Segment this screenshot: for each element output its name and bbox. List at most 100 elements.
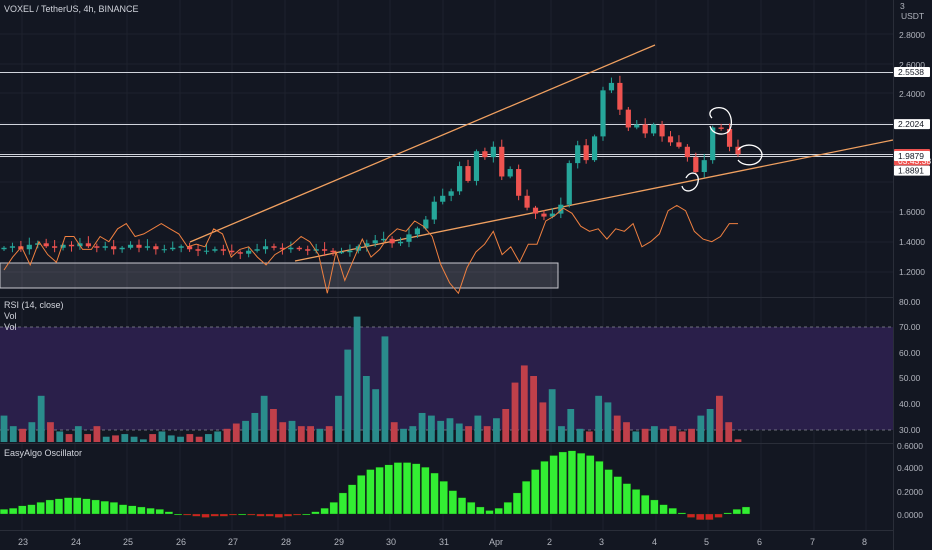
horizontal-levels[interactable]	[0, 72, 893, 157]
oscillator-bar	[128, 505, 137, 515]
oscillator-bar	[421, 467, 430, 515]
candle-body	[499, 146, 505, 177]
support-zone-box[interactable]	[0, 262, 559, 289]
candle-body	[726, 128, 733, 147]
oscillator-bar	[73, 497, 82, 515]
candle-body	[431, 201, 437, 220]
oscillator-bar	[293, 513, 302, 516]
oscillator-bar	[302, 513, 311, 516]
candle-body	[305, 249, 311, 251]
drawing-circle-mid[interactable]	[737, 144, 763, 166]
volume-bar	[288, 420, 296, 442]
candle-body	[127, 244, 134, 248]
oscillator-bar	[366, 469, 375, 515]
symbol-header[interactable]: VOXEL / TetherUS, 4h, BINANCE	[4, 4, 139, 14]
time-label-5: 5	[704, 537, 709, 547]
oscillator-bar	[137, 506, 146, 515]
oscillator-bar	[201, 513, 210, 518]
volume-bar	[623, 422, 630, 442]
volume-bar	[697, 415, 705, 442]
candle-body	[507, 169, 513, 177]
volume-bar	[9, 426, 17, 442]
candle-body	[490, 146, 496, 158]
osc-tick-0-4: 0.4000	[897, 463, 923, 473]
candle-body	[448, 191, 454, 196]
candle-body	[583, 145, 589, 161]
volume-bar	[335, 395, 342, 442]
time-label-4: 4	[652, 537, 657, 547]
candle-body	[372, 240, 378, 244]
oscillator-bar	[320, 507, 329, 515]
candle-body	[642, 124, 648, 134]
oscillator-bar	[311, 511, 320, 515]
volume-bar	[604, 402, 612, 442]
oscillator-bar	[329, 502, 338, 515]
time-label-30: 30	[386, 537, 396, 547]
candle-body	[718, 127, 724, 129]
oscillator-bar	[228, 513, 238, 516]
candle-body	[473, 151, 480, 181]
candle-body	[43, 243, 49, 247]
price-pane[interactable]: VOXEL / TetherUS, 4h, BINANCE	[0, 4, 894, 289]
osc-tick-0-6: 0.6000	[897, 441, 923, 451]
candle-body	[195, 249, 201, 251]
volume-bar	[595, 395, 603, 442]
oscillator-bar	[503, 502, 512, 515]
volume-bar	[530, 376, 537, 442]
volume-bar	[725, 422, 733, 442]
candle-body	[102, 246, 108, 248]
price-tag-text: 2.5538	[898, 67, 924, 77]
oscillator-bar	[650, 499, 659, 515]
candle-body	[111, 246, 117, 250]
rsi-title[interactable]: RSI (14, close)	[4, 300, 64, 310]
candle-body	[296, 247, 302, 250]
vol-label-2[interactable]: Vol	[4, 322, 17, 332]
oscillator-bar	[64, 497, 73, 515]
candle-body	[288, 247, 294, 250]
oscillator-bar	[448, 490, 457, 515]
volume-bar	[270, 409, 277, 442]
time-label-27: 27	[228, 537, 238, 547]
time-label-28: 28	[281, 537, 291, 547]
oscillator-bar	[613, 476, 622, 515]
volume-bar	[47, 422, 54, 442]
oscillator-bar	[522, 481, 531, 515]
upper-trendline[interactable]	[189, 44, 656, 243]
drawing-circle-bottom[interactable]	[681, 172, 699, 192]
volume-bar	[706, 409, 714, 442]
candle-body	[532, 207, 539, 214]
candle-body	[575, 145, 581, 164]
time-axis[interactable]: 23 24 25 26 27 28 29 30 31 Apr 2 3 4 5 6…	[18, 537, 867, 547]
price-axis[interactable]: 3 USDT 2.8000 2.6000 2.4000 1.6000 1.400…	[893, 0, 932, 550]
volume-bar	[353, 316, 361, 442]
volume-bar	[734, 439, 742, 442]
oscillator-bar	[604, 469, 613, 515]
oscillator-bar	[256, 513, 265, 517]
currency-label: USDT	[901, 11, 924, 21]
candle-body	[676, 142, 682, 147]
time-label-3: 3	[599, 537, 604, 547]
oscillator-bar	[595, 461, 604, 515]
price-tag-text: 2.2024	[898, 119, 924, 129]
volume-bar	[344, 349, 352, 442]
volume-bar	[427, 415, 435, 442]
drawing-circle-top[interactable]	[709, 106, 733, 135]
vol-label-1[interactable]: Vol	[4, 311, 17, 321]
candle-body	[735, 146, 741, 155]
price-tick-2-4: 2.4000	[899, 89, 925, 99]
oscillator-bar	[384, 464, 393, 515]
oscillator-pane[interactable]: EasyAlgo Oscillator	[0, 448, 751, 520]
osc-tick-0-0: 0.0000	[897, 510, 923, 520]
oscillator-bar	[219, 513, 228, 517]
rsi-tick-80: 80.00	[899, 297, 921, 307]
volume-bar	[372, 389, 380, 442]
oscillator-bar	[531, 469, 540, 515]
volume-bar	[576, 428, 584, 442]
oscillator-bar	[677, 512, 686, 515]
candle-body	[701, 160, 707, 173]
osc-title[interactable]: EasyAlgo Oscillator	[4, 448, 82, 458]
oscillator-bar	[540, 461, 549, 515]
rsi-volume-pane[interactable]: RSI (14, close) Vol Vol	[0, 204, 893, 443]
candle-body	[608, 82, 615, 91]
